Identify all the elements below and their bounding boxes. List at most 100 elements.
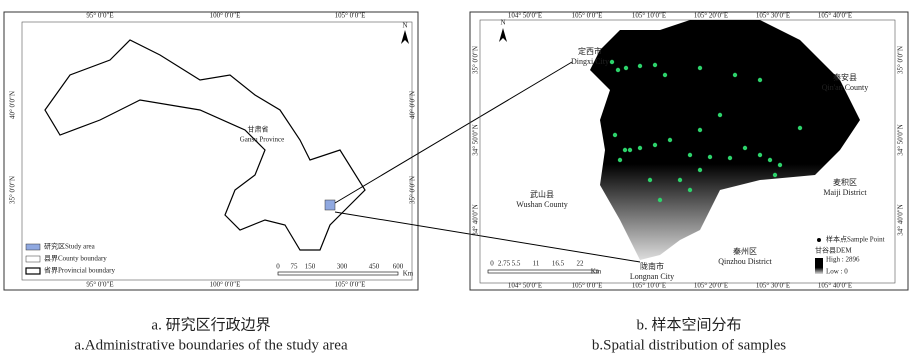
bottom-tick-label: 105° 20′0″E (694, 282, 728, 290)
scale-label: 0 (490, 260, 494, 268)
caption: a. 研究区行政边界 (151, 316, 270, 333)
scale-bar (488, 270, 598, 273)
top-tick-label: 100° 0′0″E (210, 12, 241, 20)
sample-point (610, 60, 614, 64)
sample-point (663, 73, 667, 77)
legend-label: 甘谷县DEM (815, 246, 852, 255)
legend-label: 省界Provincial boundary (44, 266, 115, 275)
sample-point (638, 146, 642, 150)
sample-point (773, 173, 777, 177)
sample-point (613, 133, 617, 137)
top-tick-label: 105° 10′0″E (632, 12, 666, 20)
side-tick-label: 34° 40′0″N (897, 204, 905, 236)
bottom-tick-label: 105° 30′0″E (756, 282, 790, 290)
sample-point (743, 146, 747, 150)
top-tick-label: 105° 30′0″E (756, 12, 790, 20)
sample-point (708, 155, 712, 159)
place-label: 秦州区 (733, 246, 757, 256)
sample-point (778, 163, 782, 167)
legend-label: 县界County boundary (44, 255, 107, 263)
bottom-tick-label: 104° 50′0″E (508, 282, 542, 290)
sample-point (653, 143, 657, 147)
sample-point (628, 148, 632, 152)
scale-label: 0 (276, 263, 280, 271)
place-label: 秦安县 (833, 72, 857, 82)
figure: 95° 0′0″E 95° 0′0″E 100° 0′0″E 100° 0′0″E 10… (0, 0, 914, 361)
bottom-tick-label: 100° 0′0″E (210, 281, 241, 289)
bottom-tick-label: 105° 0′0″E (335, 281, 366, 289)
bottom-tick-label: 105° 40′0″E (818, 282, 852, 290)
place-label: Longnan City (630, 272, 674, 281)
side-tick-label: 40° 0′0″N (409, 91, 417, 119)
scale-label: 22 (577, 260, 585, 268)
sample-point (728, 156, 732, 160)
place-label: Qinzhou District (718, 257, 772, 266)
scale-bar (278, 272, 398, 275)
scale-label: 300 (337, 263, 348, 271)
top-tick-label: 105° 40′0″E (818, 12, 852, 20)
bottom-tick-label: 95° 0′0″E (86, 281, 113, 289)
legend-label: Low : 0 (826, 268, 848, 276)
side-tick-label: 34° 40′0″N (472, 204, 480, 236)
caption: b.Spatial distribution of samples (592, 337, 786, 353)
sample-point (638, 64, 642, 68)
place-label: Qin'an County (822, 83, 869, 92)
side-tick-label: 35° 0′0″N (897, 46, 905, 74)
scale-unit: Km (591, 268, 602, 276)
sample-point (768, 158, 772, 162)
north-arrow (499, 28, 507, 42)
place-label: 麦积区 (833, 177, 857, 187)
bottom-tick-label: 105° 10′0″E (632, 282, 666, 290)
sample-point (658, 198, 662, 202)
legend-swatch (26, 244, 40, 250)
sample-point (688, 188, 692, 192)
scale-label: 16.5 (552, 260, 565, 268)
north-label: N (402, 22, 407, 30)
sample-point (758, 153, 762, 157)
sample-point (688, 153, 692, 157)
side-tick-label: 35° 0′0″N (9, 176, 17, 204)
north-label: N (500, 19, 505, 27)
sample-point (616, 68, 620, 72)
caption: b. 样本空间分布 (636, 316, 741, 333)
legend-point (817, 238, 821, 242)
sample-point (733, 73, 737, 77)
sample-point (698, 128, 702, 132)
scale-label: 5.5 (512, 260, 521, 268)
scale-label: 11 (533, 260, 540, 268)
north-arrow (401, 30, 409, 44)
sample-point (758, 78, 762, 82)
sample-point (618, 158, 622, 162)
sample-point (648, 178, 652, 182)
sample-point (678, 178, 682, 182)
caption: a.Administrative boundaries of the study… (74, 337, 348, 353)
place-label: Maiji District (823, 188, 867, 197)
scale-label: 150 (305, 263, 316, 271)
dem-area (590, 20, 860, 260)
place-label: Dingxi City (571, 57, 609, 66)
connector (335, 212, 640, 262)
sample-point (623, 148, 627, 152)
place-label: Wushan County (516, 200, 567, 209)
side-tick-label: 35° 0′0″N (472, 46, 480, 74)
scale-unit: Km (403, 270, 414, 278)
place-label: 定西市 (578, 46, 602, 56)
side-tick-label: 35° 0′0″N (409, 176, 417, 204)
province-label: Gansu Province (240, 136, 285, 144)
side-tick-label: 34° 50′0″N (897, 124, 905, 156)
sample-point (653, 63, 657, 67)
legend-label: 样本点Sample Point (826, 235, 885, 244)
top-tick-label: 105° 0′0″E (335, 12, 366, 20)
top-tick-label: 105° 0′0″E (572, 12, 603, 20)
legend-swatch (26, 256, 40, 262)
page: 95° 0′0″E 95° 0′0″E 100° 0′0″E 100° 0′0″E 10… (0, 0, 914, 361)
gansu-outline (45, 40, 365, 250)
legend-swatch (26, 268, 40, 274)
sample-point (798, 126, 802, 130)
side-tick-label: 40° 0′0″N (9, 91, 17, 119)
legend-label: High : 2896 (826, 256, 860, 264)
legend-label: 研究区Study area (44, 242, 96, 251)
top-tick-label: 105° 20′0″E (694, 12, 728, 20)
sample-point (668, 138, 672, 142)
top-tick-label: 95° 0′0″E (86, 12, 113, 20)
